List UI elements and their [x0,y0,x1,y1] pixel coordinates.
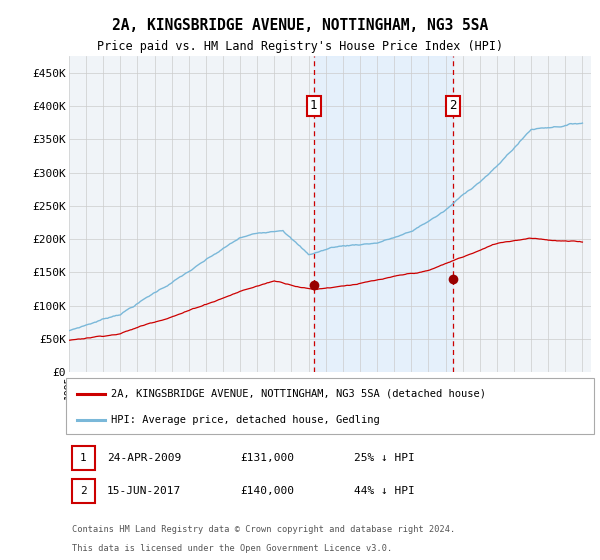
Text: 2: 2 [80,486,87,496]
Text: £140,000: £140,000 [240,486,294,496]
Text: 1: 1 [80,453,87,463]
Text: 2A, KINGSBRIDGE AVENUE, NOTTINGHAM, NG3 5SA: 2A, KINGSBRIDGE AVENUE, NOTTINGHAM, NG3 … [112,17,488,32]
Text: Contains HM Land Registry data © Crown copyright and database right 2024.: Contains HM Land Registry data © Crown c… [72,525,455,534]
Text: HPI: Average price, detached house, Gedling: HPI: Average price, detached house, Gedl… [111,415,380,425]
Text: This data is licensed under the Open Government Licence v3.0.: This data is licensed under the Open Gov… [72,544,392,553]
Text: 25% ↓ HPI: 25% ↓ HPI [354,453,415,463]
Text: 44% ↓ HPI: 44% ↓ HPI [354,486,415,496]
Text: Price paid vs. HM Land Registry's House Price Index (HPI): Price paid vs. HM Land Registry's House … [97,40,503,53]
Text: 2A, KINGSBRIDGE AVENUE, NOTTINGHAM, NG3 5SA (detached house): 2A, KINGSBRIDGE AVENUE, NOTTINGHAM, NG3 … [111,389,486,399]
Text: £131,000: £131,000 [240,453,294,463]
Text: 1: 1 [310,100,317,113]
Bar [314,56,453,372]
Text: 24-APR-2009: 24-APR-2009 [107,453,181,463]
Text: 15-JUN-2017: 15-JUN-2017 [107,486,181,496]
Text: 2: 2 [449,100,457,113]
